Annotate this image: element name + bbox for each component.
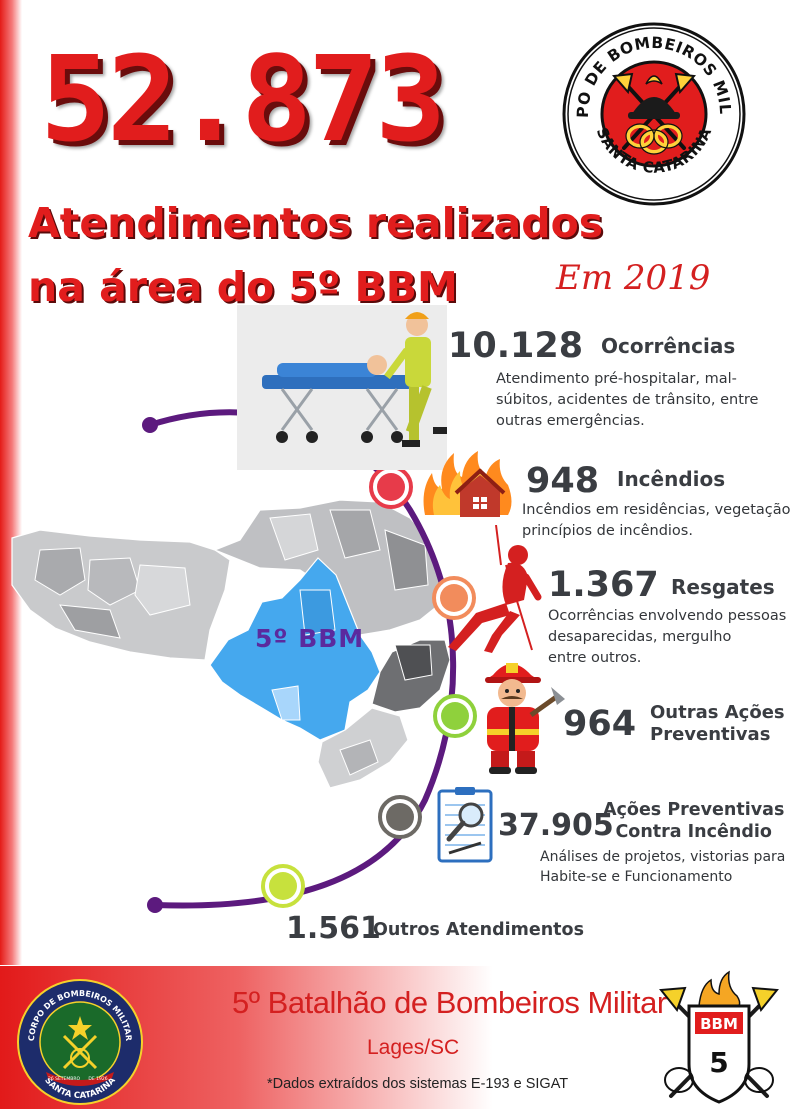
santa-catarina-map (11, 499, 451, 789)
outras-acoes-value: 964 (563, 704, 637, 744)
house-fire-icon (423, 451, 512, 517)
ocorrencias-desc-line: súbitos, acidentes de trânsito, entre (496, 392, 759, 409)
outras-acoes-label-line: Outras Ações (650, 702, 785, 723)
acoes-preventivas-label-line: Ações Preventivas (603, 800, 785, 820)
incendios-description: Incêndios em residências, vegetação e pr… (522, 500, 795, 542)
fire-department-seal-icon: CORPO DE BOMBEIROS MILITAR SANTA CATARIN… (562, 22, 746, 206)
data-source-note: *Dados extraídos dos sistemas E-193 e SI… (267, 1076, 569, 1092)
outros-atendimentos-dot (261, 864, 305, 908)
resgates-desc-line: entre outros. (548, 650, 642, 667)
outros-atendimentos-label: Outros Atendimentos (373, 920, 584, 940)
acoes-preventivas-value: 37.905 (498, 808, 614, 843)
resgates-dot (432, 576, 476, 620)
state-fire-department-seal-icon: CORPO DE BOMBEIROS MILITAR SANTA CATARIN… (17, 979, 143, 1105)
left-red-strip (0, 0, 22, 965)
total-attendances-number: 52.873 (40, 30, 446, 168)
outras-acoes-label: Outras Ações Preventivas (650, 702, 785, 745)
incendios-label: Incêndios (617, 467, 726, 491)
resgates-label: Resgates (671, 575, 775, 599)
acoes-preventivas-description: Análises de projetos, vistorias para Hab… (540, 847, 785, 888)
year-label: Em 2019 (556, 258, 711, 298)
ocorrencias-label: Ocorrências (601, 334, 736, 358)
incendios-dot (369, 465, 413, 509)
resgates-desc-line: Ocorrências envolvendo pessoas (548, 608, 787, 624)
badge-number: 5 (709, 1046, 728, 1079)
outros-atendimentos-value: 1.561 (286, 911, 381, 946)
firefighter-icon (485, 663, 565, 774)
incendios-desc-line: princípios de incêndios. (522, 523, 693, 540)
bbm-badge-icon: BBM 5 (659, 970, 779, 1104)
incendios-value: 948 (526, 461, 600, 501)
rappelling-rescuer-icon (448, 525, 542, 653)
incendios-desc-line: Incêndios em residências, vegetação e (522, 502, 795, 518)
paramedic-stretcher-icon (237, 305, 447, 470)
battalion-city: Lages/SC (367, 1036, 460, 1059)
acoes-preventivas-desc-line: Análises de projetos, vistorias para (540, 849, 786, 865)
acoes-preventivas-label: Ações Preventivas Contra Incêndio (603, 800, 784, 844)
acoes-preventivas-dot (378, 795, 422, 839)
bottom-seal-date-left: 26 SETEMBRO (48, 1076, 81, 1082)
battalion-name: 5º Batalhão de Bombeiros Militar (232, 985, 667, 1020)
map-region-label: 5º BBM (255, 624, 365, 653)
outras-acoes-dot (433, 694, 477, 738)
ocorrencias-desc-line: Atendimento pré-hospitalar, mal- (496, 371, 737, 387)
ocorrencias-desc-line: outras emergências. (496, 413, 645, 430)
resgates-description: Ocorrências envolvendo pessoas desaparec… (548, 606, 786, 669)
headline-line-1: Atendimentos realizados (28, 199, 604, 247)
inspection-clipboard-icon (437, 787, 493, 863)
acoes-preventivas-label-line: Contra Incêndio (615, 821, 772, 842)
badge-bbm-text: BBM (700, 1015, 738, 1033)
resgates-value: 1.367 (548, 565, 659, 605)
ocorrencias-description: Atendimento pré-hospitalar, mal- súbitos… (496, 369, 758, 432)
ocorrencias-value: 10.128 (448, 326, 584, 366)
resgates-desc-line: desaparecidas, mergulho (548, 629, 732, 646)
acoes-preventivas-desc-line: Habite-se e Funcionamento (540, 869, 733, 886)
bottom-seal-date-right: DE 1926 (88, 1076, 107, 1082)
headline-line-2: na área do 5º BBM (28, 263, 458, 311)
outras-acoes-label-line: Preventivas (650, 723, 771, 745)
